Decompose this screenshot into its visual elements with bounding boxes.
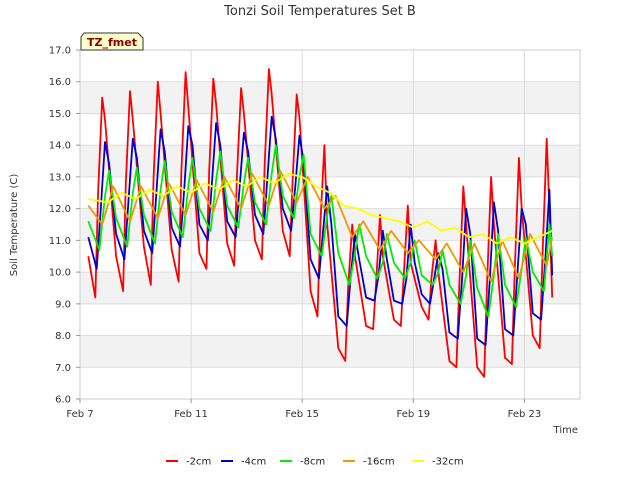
x-tick-label: Feb 23	[508, 409, 542, 420]
series-line-4cmcm	[87, 115, 554, 347]
y-tick-label: 6.0	[55, 395, 71, 406]
legend-item: -2cm	[166, 457, 211, 468]
legend-label: -8cm	[300, 457, 325, 468]
background-band	[80, 81, 580, 114]
y-axis: 6.0 7.0 8.0 9.0 10.0 11.0 12.0 13.0 14.0 15.0 16.0…	[49, 46, 80, 406]
legend: -2cm -4cm -8cm -16cm -32cm	[166, 457, 464, 468]
series-line-32cmcm	[88, 172, 553, 245]
y-tick-label: 16.0	[49, 77, 71, 88]
x-axis-title: Time	[553, 425, 578, 436]
annotation-text: TZ_fmet	[87, 36, 137, 49]
legend-label: -16cm	[363, 457, 395, 468]
y-tick-label: 12.0	[49, 204, 71, 215]
legend-item: -16cm	[343, 457, 395, 468]
annotation-badge: TZ_fmet	[80, 32, 144, 51]
x-axis: Feb 7 Feb 11 Feb 15 Feb 19 Feb 23	[66, 399, 541, 420]
y-tick-label: 11.0	[49, 236, 71, 247]
plot-frame	[79, 49, 581, 400]
y-tick-label: 8.0	[55, 331, 71, 342]
legend-label: -32cm	[432, 457, 464, 468]
y-axis-title: Soil Temperature (C)	[9, 174, 20, 277]
background-band	[80, 272, 580, 304]
y-tick-label: 15.0	[49, 109, 71, 120]
legend-item: -32cm	[412, 457, 464, 468]
x-tick-label: Feb 15	[285, 409, 319, 420]
y-tick-label: 10.0	[49, 268, 71, 279]
series-line-8cmcm	[87, 144, 554, 318]
background-band	[80, 335, 580, 368]
legend-label: -4cm	[241, 457, 266, 468]
y-tick-label: 17.0	[49, 46, 71, 57]
x-tick-label: Feb 7	[66, 409, 93, 420]
y-tick-label: 14.0	[49, 141, 71, 152]
legend-label: -2cm	[186, 457, 211, 468]
x-tick-label: Feb 19	[397, 409, 431, 420]
legend-item: -8cm	[280, 457, 325, 468]
x-tick-label: Feb 11	[174, 409, 208, 420]
y-tick-label: 13.0	[49, 172, 71, 183]
y-tick-label: 9.0	[55, 299, 71, 310]
chart-title: Tonzi Soil Temperatures Set B	[223, 4, 416, 19]
y-tick-label: 7.0	[55, 363, 71, 374]
legend-item: -4cm	[221, 457, 266, 468]
series-layer	[87, 68, 554, 378]
